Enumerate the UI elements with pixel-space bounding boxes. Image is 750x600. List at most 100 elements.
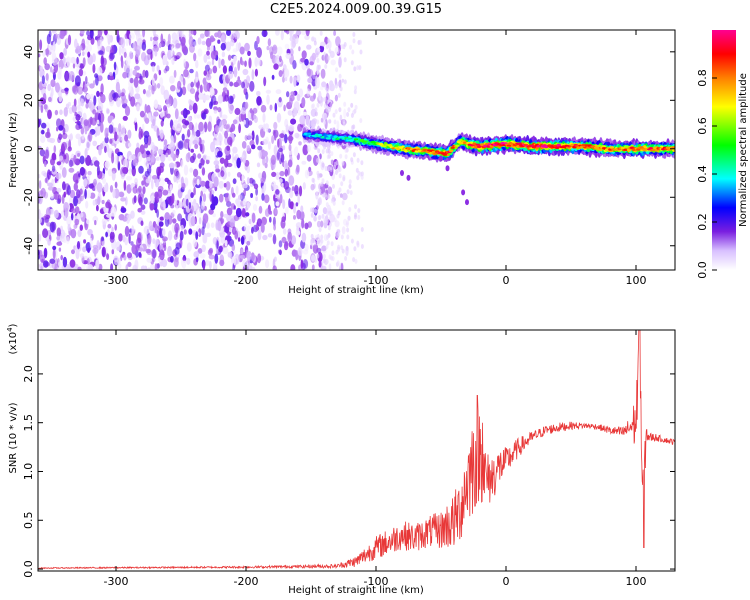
spectrogram-cell bbox=[289, 201, 294, 210]
spectrogram-marks bbox=[38, 30, 675, 270]
spectrogram-cell bbox=[89, 83, 95, 89]
spectrogram-cell bbox=[328, 221, 332, 227]
spectrogram-cell bbox=[287, 135, 294, 142]
spectrogram-cell bbox=[170, 151, 175, 158]
spectrogram-cell bbox=[306, 68, 312, 77]
spectrogram-cell bbox=[45, 48, 49, 56]
spectrogram-cell bbox=[43, 104, 48, 110]
spectrogram-cell bbox=[321, 97, 324, 103]
spectrogram-cell bbox=[108, 75, 115, 81]
spectrogram-cell bbox=[311, 36, 314, 42]
spectrogram-cell bbox=[101, 64, 106, 71]
spectrogram-cell bbox=[139, 110, 145, 118]
spectrogram-cell bbox=[246, 251, 252, 261]
spectrogram-cell bbox=[66, 216, 72, 226]
spectrogram-cell bbox=[327, 149, 331, 154]
spectrogram-cell bbox=[54, 109, 59, 116]
spectrogram-cell bbox=[189, 155, 195, 163]
spectrogram-cell bbox=[113, 61, 117, 71]
spectrogram-cell bbox=[300, 205, 304, 213]
spectrogram-cell bbox=[97, 196, 101, 206]
spectrogram-cell bbox=[109, 235, 115, 243]
spectrogram-cell bbox=[148, 220, 153, 231]
spectrogram-cell bbox=[343, 108, 347, 119]
spectrogram-cell bbox=[110, 263, 114, 270]
spectrogram-cell bbox=[242, 198, 247, 206]
spectrogram-cell bbox=[279, 249, 282, 256]
figure-title: C2E5.2024.009.00.39.G15 bbox=[270, 2, 442, 17]
spectrogram-cell bbox=[333, 119, 337, 125]
spectrogram-cell bbox=[281, 182, 284, 188]
spectrogram-cell bbox=[188, 36, 194, 47]
spectrogram-cell bbox=[174, 246, 180, 255]
spectrogram-cell bbox=[43, 247, 48, 259]
spectrogram-cell bbox=[246, 177, 250, 185]
spectrogram-cell bbox=[273, 63, 279, 70]
spectrogram-cell bbox=[229, 218, 235, 228]
spectrogram-cell bbox=[331, 256, 335, 262]
scale-note-exp: 4 bbox=[6, 327, 14, 332]
spectrogram-cell bbox=[317, 47, 321, 52]
spectrogram-cell bbox=[105, 107, 110, 115]
spectrogram-cell bbox=[278, 147, 283, 153]
spectrogram-cell bbox=[153, 99, 159, 109]
spectrogram-cell bbox=[257, 229, 262, 241]
spectrogram-cell bbox=[93, 95, 97, 106]
spectrogram-cell bbox=[127, 261, 132, 267]
spectrogram-cell bbox=[94, 220, 97, 226]
spectrogram-cell bbox=[324, 36, 329, 45]
spectrogram-cell bbox=[178, 201, 184, 208]
spectrogram-cell bbox=[316, 58, 320, 63]
colorbar: 0.0 0.2 0.4 0.6 0.8 Normalized spectral ampl… bbox=[696, 30, 749, 279]
spectrogram-cell bbox=[141, 149, 148, 159]
spectrogram-cell bbox=[318, 215, 322, 220]
spectrogram-cell bbox=[341, 160, 345, 166]
spectrogram-cell bbox=[38, 180, 42, 190]
spectrogram-cell bbox=[203, 54, 208, 63]
spectrogram-cell bbox=[256, 36, 260, 45]
spectrogram-cell bbox=[124, 196, 128, 206]
spectrogram-cell bbox=[105, 127, 109, 134]
spectrogram-cell bbox=[77, 266, 82, 270]
spectrogram-cell bbox=[211, 58, 215, 66]
spectrogram-cell bbox=[187, 116, 192, 122]
spectrogram-cell bbox=[193, 258, 198, 266]
spectrogram-cell bbox=[134, 65, 141, 71]
signal-cell bbox=[450, 146, 455, 149]
spectrogram-cell bbox=[153, 45, 159, 53]
spectrogram-cell bbox=[79, 155, 85, 165]
spectrogram-cell bbox=[92, 63, 96, 74]
spectrogram-cell bbox=[302, 144, 309, 156]
spectrogram-cell bbox=[101, 199, 105, 205]
spectrogram-cell bbox=[118, 233, 123, 242]
spectrogram-cell bbox=[170, 135, 174, 144]
spectrogram-cell bbox=[152, 30, 157, 35]
spectrogram-cell bbox=[182, 108, 188, 119]
spectrogram-cell bbox=[220, 34, 226, 43]
spectrogram-cell bbox=[335, 67, 339, 73]
spectrogram-cell bbox=[96, 182, 103, 193]
spectrogram-cell bbox=[196, 178, 200, 186]
spectrogram-cell bbox=[192, 238, 198, 248]
spectrogram-cell bbox=[338, 167, 342, 173]
spectrogram-cell bbox=[164, 177, 170, 183]
spectrogram-cell bbox=[152, 238, 156, 245]
spectrogram-cell bbox=[173, 162, 177, 170]
spectrogram-cell bbox=[95, 75, 99, 86]
spectrogram-cell bbox=[352, 38, 356, 44]
spectrogram-cell bbox=[159, 77, 164, 87]
spectrogram-cell bbox=[127, 129, 132, 139]
spectrogram-cell bbox=[92, 53, 96, 63]
spectrogram-cell bbox=[86, 30, 91, 36]
spectrogram-cell bbox=[244, 134, 248, 141]
snr-ylabel: SNR (10 * v/v) bbox=[8, 402, 19, 473]
y-tick-label: 2.0 bbox=[22, 365, 35, 383]
spectrogram-cell bbox=[254, 68, 258, 77]
spectrogram-cell bbox=[209, 180, 213, 189]
spectrogram-cell bbox=[60, 254, 63, 261]
spectrogram-cell bbox=[323, 120, 326, 125]
spectrogram-cell bbox=[214, 32, 219, 38]
spectrogram-cell bbox=[304, 58, 309, 66]
spectrogram-cell bbox=[228, 193, 232, 201]
